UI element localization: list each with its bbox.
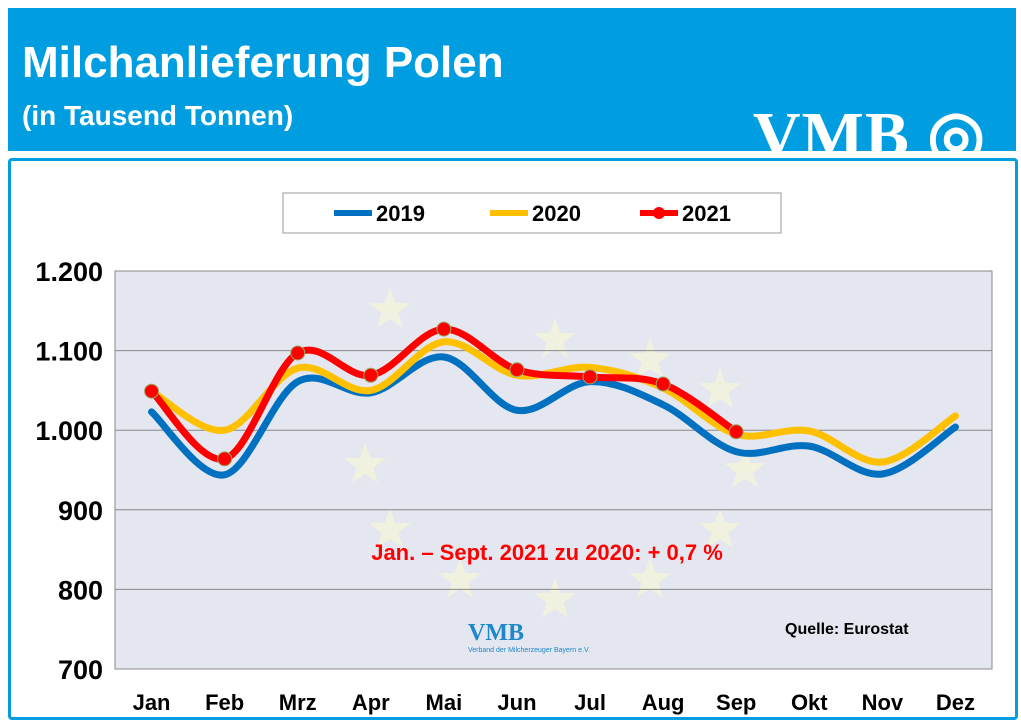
eu-star-icon xyxy=(629,338,671,378)
x-tick-label: Apr xyxy=(352,690,390,715)
y-tick-label: 800 xyxy=(58,575,103,605)
chart-subtitle: (in Tausend Tonnen) xyxy=(22,100,294,131)
data-point-2021 xyxy=(436,321,452,337)
legend-label: 2019 xyxy=(376,201,425,226)
chart-title: Milchanlieferung Polen xyxy=(22,38,504,87)
chart-frame xyxy=(8,158,1018,720)
x-tick-label: Nov xyxy=(862,690,904,715)
x-tick-label: Aug xyxy=(642,690,685,715)
y-tick-label: 700 xyxy=(58,655,103,685)
eu-star-icon xyxy=(439,558,481,598)
watermark-subtext: Verband der Milcherzeuger Bayern e.V. xyxy=(468,647,590,654)
x-tick-label: Jan xyxy=(133,690,171,715)
x-tick-label: Jun xyxy=(497,690,536,715)
x-tick-label: Jul xyxy=(574,690,606,715)
legend-label: 2021 xyxy=(682,201,731,226)
y-tick-label: 1.100 xyxy=(35,337,103,367)
x-tick-label: Dez xyxy=(936,690,975,715)
eu-star-icon xyxy=(699,508,741,548)
x-tick-label: Mai xyxy=(426,690,463,715)
data-point-2021 xyxy=(728,424,744,440)
series-line-2021 xyxy=(148,325,740,463)
data-point-2021 xyxy=(509,362,525,378)
eu-star-icon xyxy=(369,288,411,328)
eu-star-icon xyxy=(699,368,741,408)
eu-star-icon xyxy=(534,578,576,618)
y-tick-label: 1.200 xyxy=(35,257,103,287)
data-point-2021 xyxy=(363,367,379,383)
x-tick-label: Sep xyxy=(716,690,756,715)
data-point-2021 xyxy=(655,376,671,392)
eu-star-icon xyxy=(344,443,386,483)
header-banner: Milchanlieferung Polen (in Tausend Tonne… xyxy=(8,8,1016,172)
annotation: Jan. – Sept. 2021 zu 2020: + 0,7 % xyxy=(371,540,723,565)
data-point-2021 xyxy=(144,383,160,399)
data-point-2021 xyxy=(290,345,306,361)
y-tick-label: 1.000 xyxy=(35,416,103,446)
eu-star-icon xyxy=(629,558,671,598)
eu-star-icon xyxy=(534,318,576,358)
x-tick-label: Mrz xyxy=(279,690,317,715)
eu-star-icon xyxy=(369,508,411,548)
watermark-logo: VMB xyxy=(468,620,524,646)
eu-star-icon xyxy=(724,448,766,488)
legend-label: 2020 xyxy=(532,201,581,226)
legend-marker xyxy=(653,207,665,219)
series-line-2019 xyxy=(148,353,959,479)
source-label: Quelle: Eurostat xyxy=(785,621,909,638)
data-point-2021 xyxy=(582,369,598,385)
y-tick-label: 900 xyxy=(58,496,103,526)
data-point-2021 xyxy=(217,451,233,467)
x-tick-label: Feb xyxy=(205,690,244,715)
x-tick-label: Okt xyxy=(791,690,828,715)
